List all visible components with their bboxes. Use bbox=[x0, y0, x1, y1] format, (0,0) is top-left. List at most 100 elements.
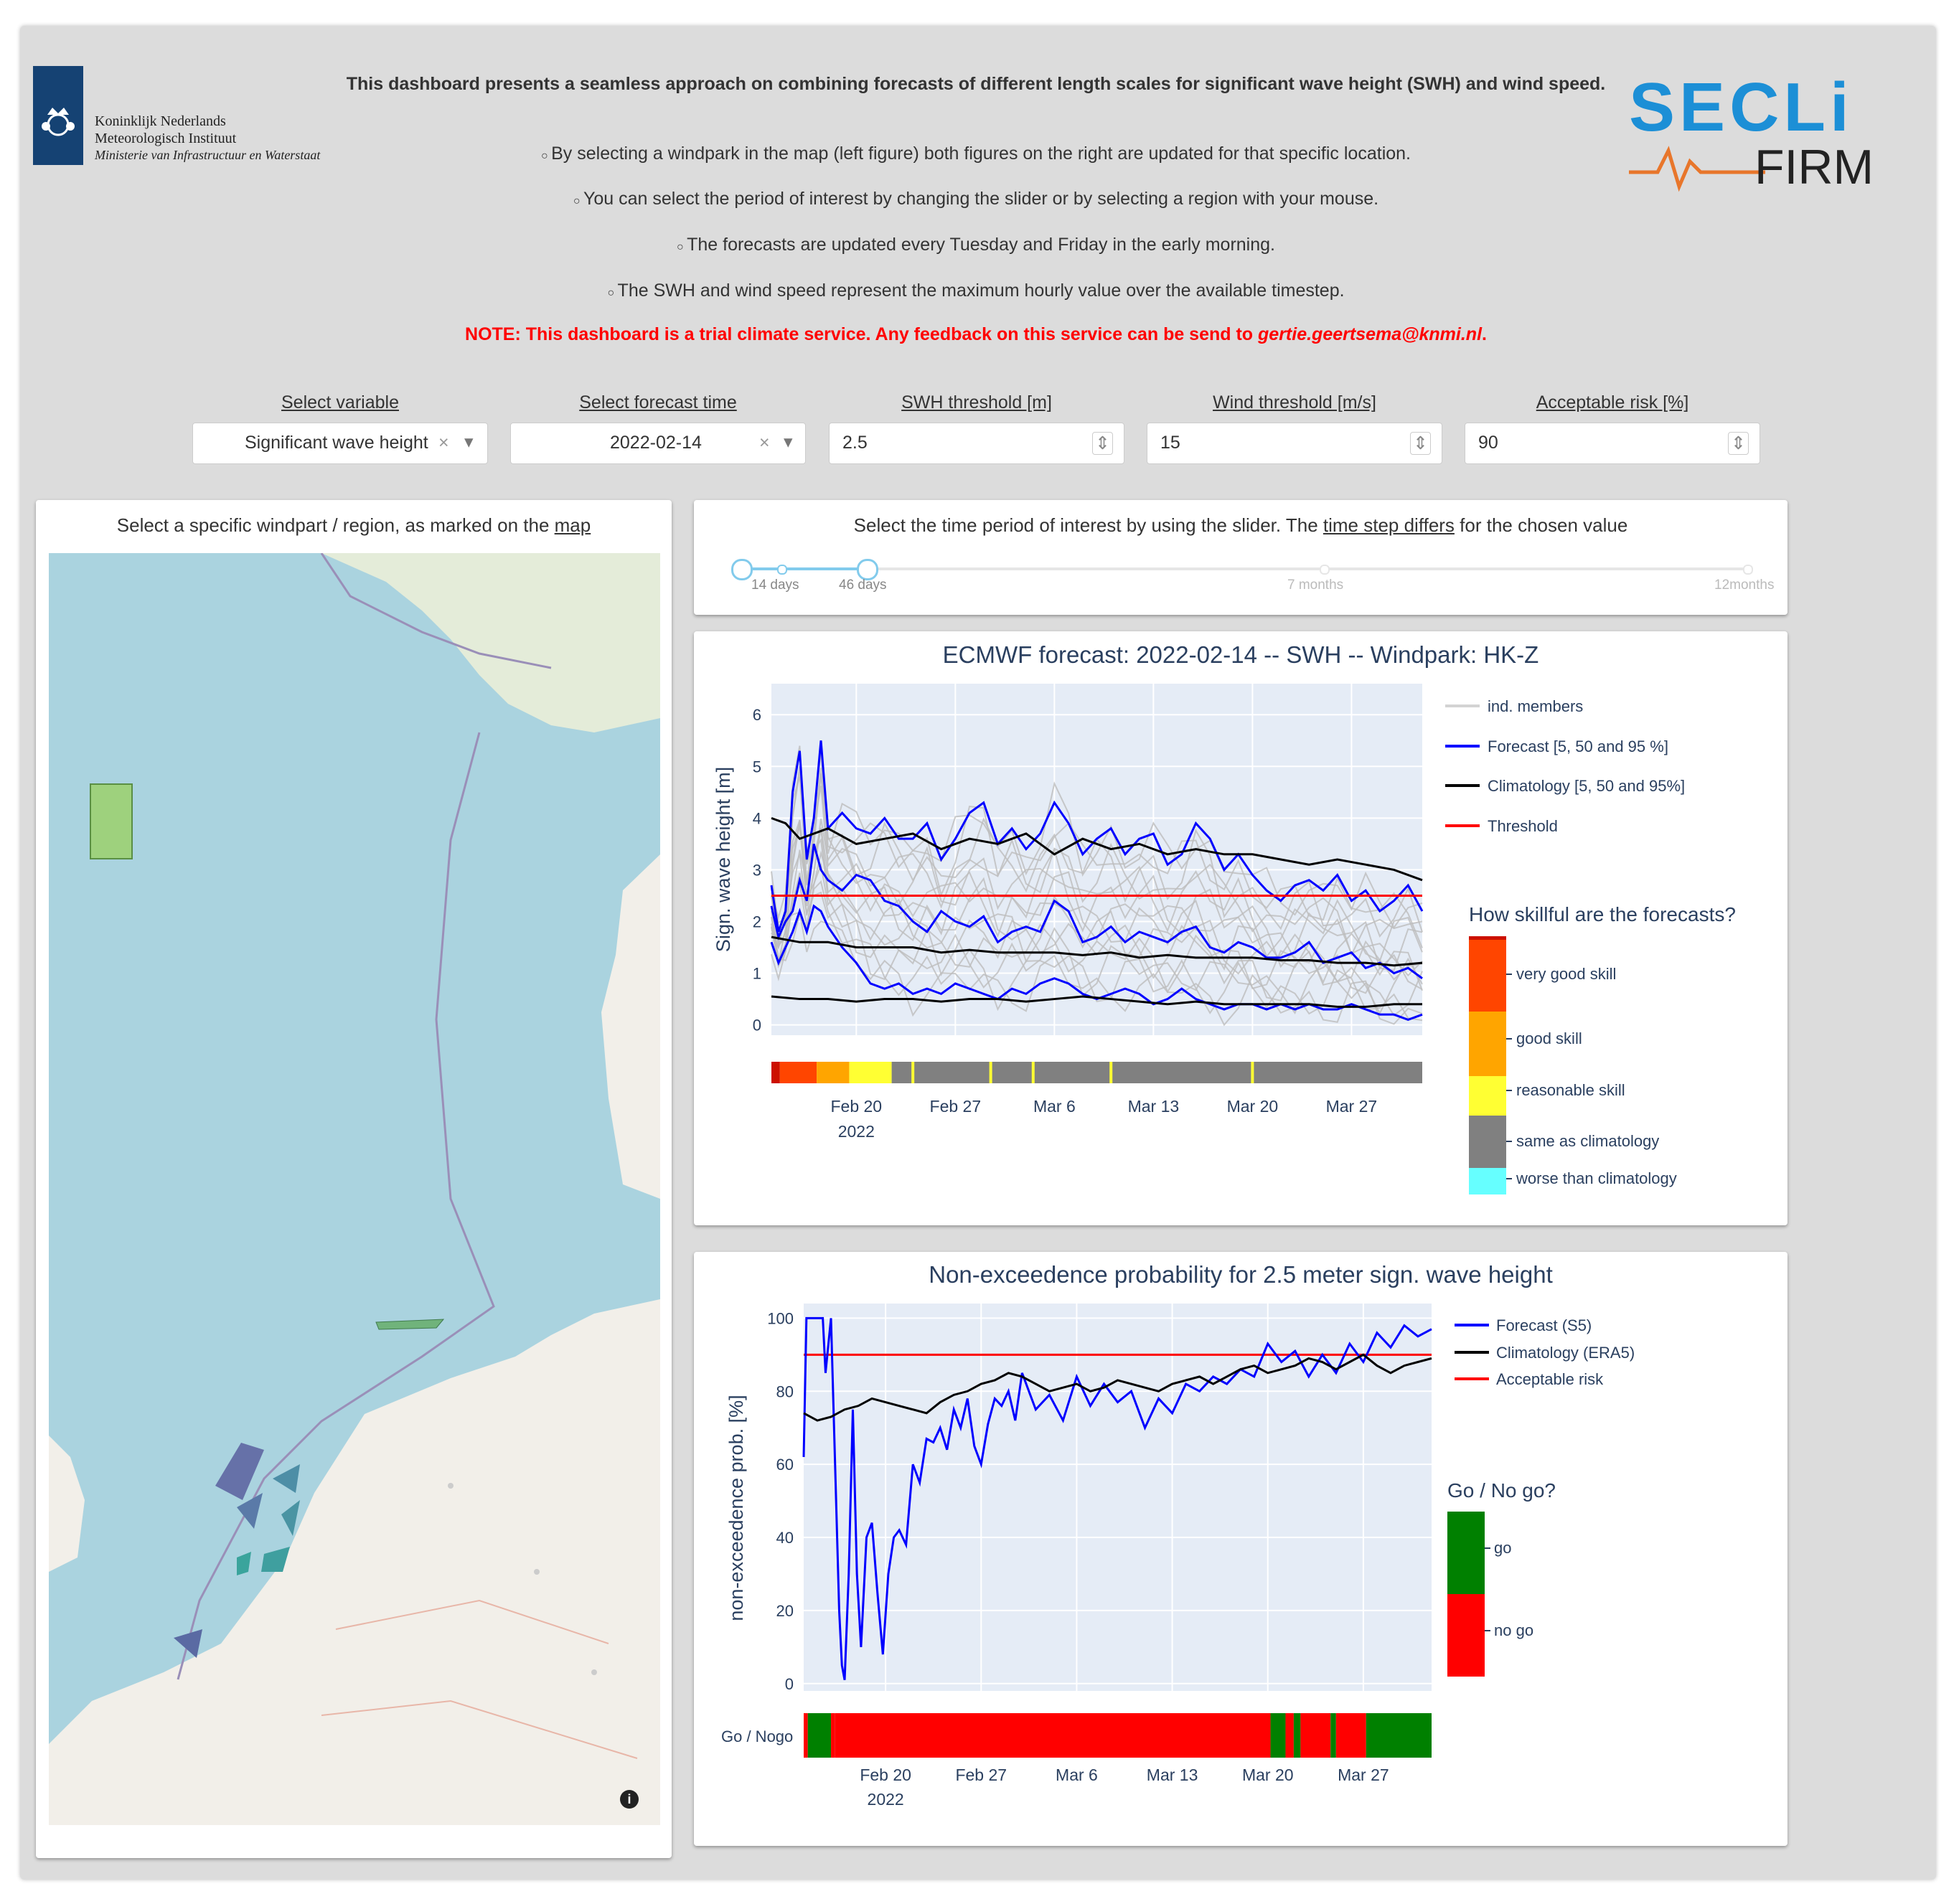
windpark-hollandse-kust[interactable] bbox=[261, 1547, 290, 1572]
variable-clear-icon[interactable]: × bbox=[438, 433, 449, 453]
intro-bullet-1: ○ By selecting a windpark in the map (le… bbox=[541, 143, 1411, 164]
skill-bar-mark bbox=[989, 1062, 992, 1083]
period-slider[interactable] bbox=[731, 557, 1753, 582]
wind-threshold-label: Wind threshold [m/s] bbox=[1213, 392, 1376, 413]
skill-bar-mark bbox=[1109, 1062, 1113, 1083]
windpark-nederwiek[interactable] bbox=[237, 1552, 251, 1575]
windpark-doggerbank[interactable] bbox=[375, 1319, 445, 1330]
chart2-xtick-label: Mar 27 bbox=[1338, 1766, 1389, 1784]
gonogo-row-label: Go / Nogo bbox=[721, 1728, 793, 1745]
ensemble-member-line bbox=[771, 822, 1423, 977]
swh-threshold-input[interactable]: 2.5 ⇕ bbox=[829, 423, 1124, 464]
select-forecast-time-label: Select forecast time bbox=[579, 392, 737, 413]
slider-tick-3 bbox=[1320, 565, 1330, 575]
windpark-ijmuiden[interactable] bbox=[273, 1464, 300, 1493]
intro-bullet-2-text: You can select the period of interest by… bbox=[583, 189, 1379, 209]
chart1-xtick-label: Mar 13 bbox=[1128, 1097, 1180, 1116]
series-forecast-50- bbox=[770, 843, 1423, 979]
chart1-xtick-label: Mar 6 bbox=[1033, 1097, 1076, 1116]
slider-handle-start[interactable] bbox=[731, 559, 753, 580]
skill-bar-segment bbox=[771, 1062, 780, 1083]
variable-chevron-down-icon[interactable]: ▾ bbox=[464, 432, 474, 452]
skill-colorscale: very good skill good skill reasonable skil… bbox=[1469, 936, 1677, 1194]
chart1-legend-forecast: Forecast [5, 50 and 95 %] bbox=[1488, 737, 1668, 755]
chart1-legend-members: ind. members bbox=[1488, 697, 1583, 715]
windpark-hkn[interactable] bbox=[237, 1493, 263, 1529]
slider-title-text: Select the time period of interest by us… bbox=[853, 514, 1323, 536]
chart2-xtick-label: Mar 13 bbox=[1147, 1766, 1198, 1784]
chart1-ytick-label: 1 bbox=[753, 965, 761, 983]
feedback-email-link[interactable]: gertie.geertsema@knmi.nl bbox=[1258, 324, 1483, 344]
map-link[interactable]: map bbox=[554, 514, 591, 536]
intro-bullet-2: ○ You can select the period of interest … bbox=[573, 189, 1379, 209]
swh-spinner-icon[interactable]: ⇕ bbox=[1092, 432, 1113, 455]
map-info-icon[interactable]: i bbox=[620, 1790, 639, 1809]
non-exceedence-chart[interactable]: Non-exceedence probability for 2.5 meter… bbox=[694, 1252, 1787, 1846]
risk-spinner-icon[interactable]: ⇕ bbox=[1728, 432, 1749, 455]
chart2-xtick-label: Mar 6 bbox=[1056, 1766, 1098, 1784]
wind-threshold-input[interactable]: 15 ⇕ bbox=[1147, 423, 1442, 464]
ensemble-member-line bbox=[771, 872, 1423, 1017]
skill-bar-segment bbox=[779, 1062, 817, 1083]
map-panel-title: Select a specific windpart / region, as … bbox=[36, 514, 672, 537]
trial-note-suffix: . bbox=[1482, 324, 1487, 344]
chart2-ytick-label: 80 bbox=[776, 1382, 794, 1400]
windpark-hkz[interactable] bbox=[215, 1443, 264, 1500]
chart1-ylabel: Sign. wave height [m] bbox=[713, 767, 734, 952]
chart1-xtick-label: Feb 20 bbox=[830, 1097, 882, 1116]
chart2-ytick-label: 0 bbox=[785, 1675, 794, 1693]
chart2-xtick-year: 2022 bbox=[868, 1790, 904, 1809]
skill-colorscale-segment bbox=[1469, 936, 1506, 940]
skill-colorscale-segment bbox=[1469, 940, 1506, 1012]
slider-selected-range bbox=[740, 567, 865, 570]
windpark-map[interactable] bbox=[49, 553, 660, 1825]
variable-dropdown-value: Significant wave height bbox=[245, 433, 428, 453]
ensemble-member-line bbox=[771, 768, 1423, 962]
chart2-ytick-label: 40 bbox=[776, 1529, 794, 1547]
skill-colorscale-segment bbox=[1469, 1168, 1506, 1194]
swh-forecast-chart[interactable]: ECMWF forecast: 2022-02-14 -- SWH -- Win… bbox=[694, 631, 1787, 1225]
knmi-logo-line-1: Koninklijk Nederlands bbox=[95, 113, 226, 129]
wind-threshold-value: 15 bbox=[1160, 433, 1180, 453]
skill-level-label: good skill bbox=[1516, 1029, 1582, 1047]
forecast-chevron-down-icon[interactable]: ▾ bbox=[784, 432, 793, 452]
variable-dropdown[interactable]: Significant wave height × ▾ bbox=[192, 423, 488, 464]
skill-colorscale-segment bbox=[1469, 1012, 1506, 1076]
slider-mark-46-days: 46 days bbox=[839, 578, 887, 593]
gonogo-colorscale-nogo bbox=[1447, 1594, 1485, 1677]
intro-bullet-4: ○ The SWH and wind speed represent the m… bbox=[607, 281, 1345, 301]
swh-chart-panel: ECMWF forecast: 2022-02-14 -- SWH -- Win… bbox=[694, 631, 1787, 1225]
skill-bar-mark bbox=[911, 1062, 915, 1083]
chart2-title: Non-exceedence probability for 2.5 meter… bbox=[929, 1261, 1553, 1288]
windpark-north[interactable] bbox=[90, 783, 133, 859]
forecast-clear-icon[interactable]: × bbox=[759, 433, 770, 453]
skill-bar-segment bbox=[849, 1062, 892, 1083]
gonogo-colorscale: go no go bbox=[1447, 1512, 1533, 1677]
windpark-ten-noorden[interactable] bbox=[281, 1500, 300, 1536]
map-title-text: Select a specific windpart / region, as … bbox=[116, 514, 555, 536]
windpark-borssele[interactable] bbox=[174, 1629, 202, 1658]
acceptable-risk-input[interactable]: 90 ⇕ bbox=[1465, 423, 1760, 464]
time-step-link[interactable]: time step differs bbox=[1323, 514, 1455, 536]
gonogo-legend-title: Go / No go? bbox=[1447, 1479, 1556, 1502]
crown-emblem-icon bbox=[33, 66, 83, 165]
chart2-xtick-label: Feb 20 bbox=[860, 1766, 911, 1784]
ensemble-member-line bbox=[771, 765, 1423, 963]
gonogo-bar-segment bbox=[1300, 1713, 1331, 1758]
england-landmass bbox=[49, 1436, 85, 1572]
chart2-xtick-label: Feb 27 bbox=[955, 1766, 1007, 1784]
intro-bullet-4-text: The SWH and wind speed represent the max… bbox=[617, 281, 1345, 301]
skill-bar-mark bbox=[1251, 1062, 1254, 1083]
chart1-ytick-label: 3 bbox=[753, 861, 761, 879]
chart1-ytick-label: 5 bbox=[753, 758, 761, 776]
chart2-ytick-label: 60 bbox=[776, 1456, 794, 1474]
series-climatology-50- bbox=[771, 935, 1423, 967]
skill-level-label: same as climatology bbox=[1516, 1132, 1659, 1150]
swh-threshold-value: 2.5 bbox=[842, 433, 868, 453]
slider-handle-end[interactable] bbox=[857, 559, 878, 580]
slider-tick-4 bbox=[1743, 565, 1753, 575]
forecast-time-dropdown[interactable]: 2022-02-14 × ▾ bbox=[510, 423, 806, 464]
select-variable-label: Select variable bbox=[281, 392, 399, 413]
wind-spinner-icon[interactable]: ⇕ bbox=[1410, 432, 1431, 455]
chart1-ytick-label: 2 bbox=[753, 913, 761, 930]
